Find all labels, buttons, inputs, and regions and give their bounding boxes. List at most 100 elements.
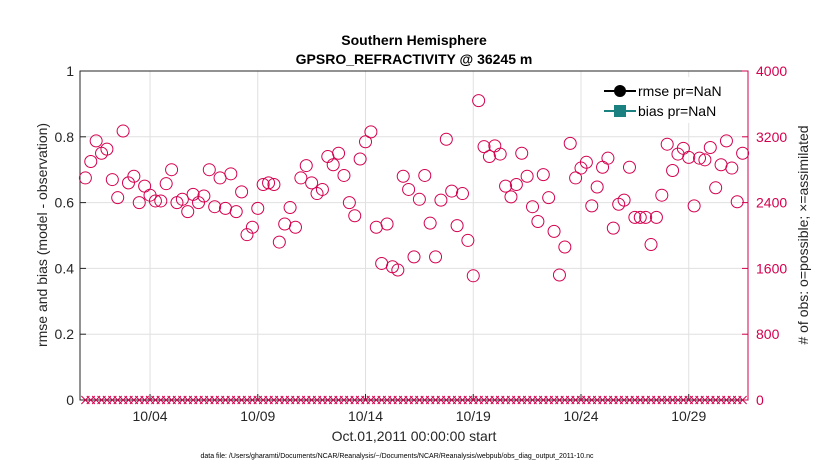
obs-possible-point bbox=[159, 177, 173, 191]
obs-possible-point bbox=[622, 160, 636, 174]
obs-possible-point bbox=[315, 182, 329, 196]
obs-possible-point bbox=[348, 209, 362, 223]
x-stroke bbox=[738, 395, 747, 405]
obs-possible-point bbox=[455, 187, 469, 201]
obs-possible-point bbox=[439, 132, 453, 146]
obs-possible-point bbox=[391, 263, 405, 277]
obs-possible-point bbox=[418, 168, 432, 182]
obs-possible-point bbox=[461, 233, 475, 247]
grid-lines bbox=[80, 70, 748, 401]
x-axis-label: Oct.01,2011 00:00:00 start bbox=[332, 428, 497, 444]
right-tick-label: 800 bbox=[756, 326, 780, 342]
obs-possible-point bbox=[412, 192, 426, 206]
data-file-footnote: data file: /Users/gharamti/Documents/NCA… bbox=[200, 453, 594, 460]
obs-possible-point bbox=[267, 178, 281, 192]
obs-possible-point bbox=[682, 150, 696, 164]
obs-possible-point bbox=[504, 190, 518, 204]
obs-possible-point bbox=[552, 268, 566, 282]
obs-possible-point bbox=[251, 201, 265, 215]
obs-possible-point bbox=[434, 193, 448, 207]
obs-possible-point bbox=[606, 221, 620, 235]
obs-possible-point bbox=[590, 180, 604, 194]
right-tick-label: 4000 bbox=[756, 63, 787, 79]
obs-possible-point bbox=[121, 176, 135, 190]
obs-possible-point bbox=[116, 124, 130, 138]
obs-possible-point bbox=[396, 169, 410, 183]
obs-possible-point bbox=[127, 169, 141, 183]
obs-possible-point bbox=[154, 194, 168, 208]
obs-possible-point bbox=[666, 164, 680, 178]
obs-possible-point bbox=[509, 178, 523, 192]
obs-possible-point bbox=[639, 210, 653, 224]
obs-possible-point bbox=[472, 94, 486, 108]
obs-possible-point bbox=[736, 146, 750, 160]
possible-markers bbox=[78, 94, 750, 283]
x-tick-label: 10/24 bbox=[563, 408, 598, 424]
obs-possible-point bbox=[703, 140, 717, 154]
obs-possible-point bbox=[569, 171, 583, 185]
obs-possible-point bbox=[644, 238, 658, 252]
obs-possible-point bbox=[84, 154, 98, 168]
x-tick-label: 10/04 bbox=[133, 408, 168, 424]
obs-possible-point bbox=[299, 159, 313, 173]
x-tick-label: 10/14 bbox=[348, 408, 383, 424]
obs-possible-point bbox=[224, 167, 238, 181]
obs-possible-point bbox=[202, 163, 216, 177]
obs-possible-point bbox=[181, 205, 195, 219]
obs-possible-point bbox=[132, 196, 146, 210]
left-tick-label: 0.4 bbox=[55, 260, 75, 276]
obs-possible-point bbox=[423, 216, 437, 230]
obs-possible-point bbox=[725, 161, 739, 175]
obs-possible-point bbox=[364, 125, 378, 139]
right-tick-label: 1600 bbox=[756, 260, 787, 276]
left-axis-ticks: 0 0.2 0.4 0.6 0.8 1 bbox=[55, 63, 86, 408]
obs-possible-point bbox=[617, 193, 631, 207]
obs-possible-point bbox=[493, 147, 507, 161]
obs-possible-point bbox=[563, 136, 577, 150]
left-tick-label: 0.8 bbox=[55, 129, 75, 145]
obs-possible-point bbox=[730, 195, 744, 209]
y-axis-label: rmse and bias (model - observation) bbox=[34, 123, 50, 347]
right-tick-label: 0 bbox=[756, 392, 764, 408]
obs-assimilated-point bbox=[738, 395, 747, 405]
obs-possible-point bbox=[288, 220, 302, 234]
obs-possible-point bbox=[256, 178, 270, 192]
right-tick-label: 3200 bbox=[756, 129, 787, 145]
obs-possible-point bbox=[698, 153, 712, 167]
obs-possible-point bbox=[197, 189, 211, 203]
obs-possible-point bbox=[719, 134, 733, 148]
obs-possible-point bbox=[526, 200, 540, 214]
obs-possible-point bbox=[305, 176, 319, 190]
obs-possible-point bbox=[294, 171, 308, 185]
right-tick-label: 2400 bbox=[756, 195, 787, 211]
chart-subtitle: GPSRO_REFRACTIVITY @ 36245 m bbox=[296, 51, 533, 67]
legend-rmse-label: rmse pr=NaN bbox=[638, 83, 722, 99]
obs-possible-point bbox=[536, 168, 550, 182]
obs-possible-point bbox=[229, 205, 243, 219]
obs-possible-point bbox=[466, 269, 480, 283]
obs-possible-point bbox=[531, 215, 545, 229]
obs-possible-point bbox=[633, 210, 647, 224]
chart-title: Southern Hemisphere bbox=[341, 32, 487, 48]
legend: rmse pr=NaN bias pr=NaN bbox=[600, 77, 740, 123]
obs-possible-point bbox=[105, 173, 119, 187]
obs-possible-point bbox=[649, 210, 663, 224]
obs-possible-point bbox=[165, 163, 179, 177]
obs-possible-point bbox=[148, 194, 162, 208]
obs-possible-point bbox=[520, 169, 534, 183]
right-axis-ticks: 0 800 1600 2400 3200 4000 bbox=[742, 63, 787, 408]
obs-possible-point bbox=[283, 201, 297, 215]
obs-possible-point bbox=[245, 220, 259, 234]
obs-possible-point bbox=[208, 200, 222, 214]
obs-possible-point bbox=[380, 217, 394, 231]
obs-possible-point bbox=[429, 250, 443, 264]
left-tick-label: 1 bbox=[66, 63, 74, 79]
obs-possible-point bbox=[547, 224, 561, 238]
obs-possible-point bbox=[100, 142, 114, 156]
obs-possible-point bbox=[175, 192, 189, 206]
obs-possible-point bbox=[499, 179, 513, 193]
obs-possible-point bbox=[558, 240, 572, 254]
obs-possible-point bbox=[78, 171, 92, 185]
obs-possible-point bbox=[326, 158, 340, 172]
